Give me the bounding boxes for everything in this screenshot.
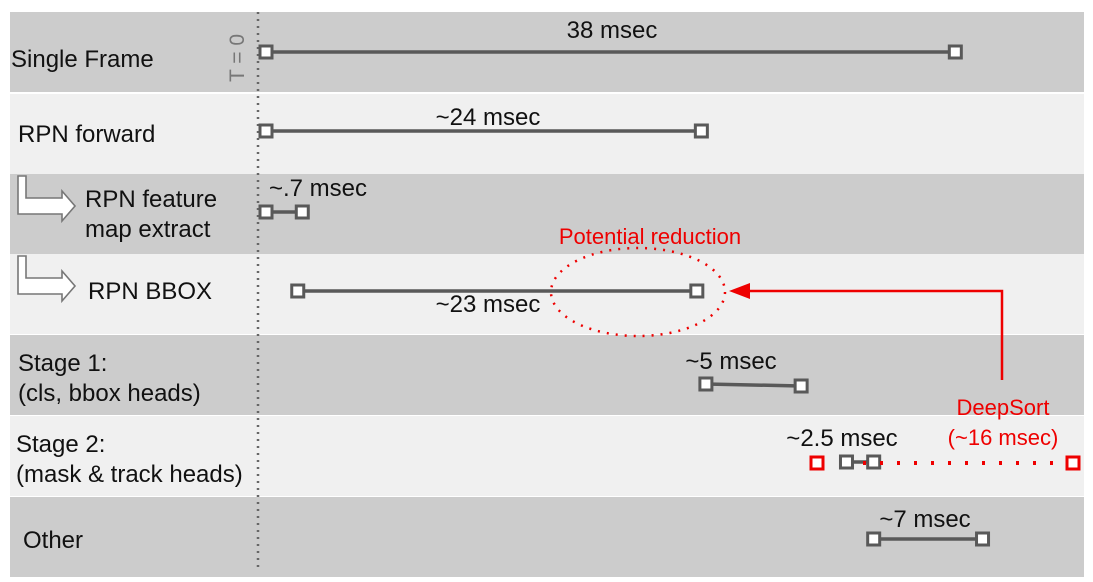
row-label-stage-2: (mask & track heads) [16, 461, 243, 488]
deepsort-label: DeepSort [957, 395, 1050, 420]
row-label-rpn-feature-map-extract: map extract [85, 216, 211, 243]
annotations: Potential reduction DeepSort (~16 msec) [549, 224, 1081, 471]
row-band-rpn-bbox [10, 254, 1084, 334]
timing-label-rpn-bbox: ~23 msec [436, 291, 541, 318]
row-label-rpn-feature-map-extract: RPN feature [85, 186, 217, 213]
row-label-stage-1: Stage 1: [18, 350, 107, 377]
end-marker-rpn-forward [693, 123, 709, 139]
end-marker-other [975, 531, 991, 547]
start-marker-rpn-feature-map-extract [258, 204, 274, 220]
timing-label-stage-2: ~2.5 msec [786, 425, 897, 452]
row-label-stage-1: (cls, bbox heads) [18, 380, 201, 407]
timing-label-rpn-forward: ~24 msec [436, 104, 541, 131]
timing-bars: 38 msec ~24 msec ~.7 msec ~23 msec ~5 msec ~2… [258, 17, 991, 547]
row-band-rpn-forward [10, 94, 1084, 174]
timing-label-stage-1: ~5 msec [685, 348, 776, 375]
deepsort-timing-label: (~16 msec) [948, 425, 1059, 450]
deepsort-arrow-line [748, 289, 1004, 380]
start-marker-other [866, 531, 882, 547]
start-marker-single-frame [258, 44, 274, 60]
row-labels: Single Frame RPN forward RPN feature map ex… [11, 46, 243, 554]
t-zero-label: T = 0 [226, 34, 249, 82]
row-label-stage-2: Stage 2: [16, 431, 105, 458]
timing-label-other: ~7 msec [879, 506, 970, 533]
deepsort-end-marker [1065, 455, 1081, 471]
row-label-single-frame: Single Frame [11, 46, 154, 73]
arrow-head-icon [729, 283, 750, 299]
substep-arrow-icon [17, 175, 77, 224]
start-marker-stage-2 [838, 454, 854, 470]
start-marker-rpn-forward [258, 123, 274, 139]
start-marker-rpn-bbox [290, 283, 306, 299]
end-marker-stage-2 [866, 454, 882, 470]
deepsort-start-marker [809, 455, 825, 471]
end-marker-stage-1 [793, 378, 809, 394]
potential-reduction-ellipse [549, 246, 727, 338]
timing-label-rpn-feature-map-extract: ~.7 msec [269, 175, 367, 202]
potential-reduction-label: Potential reduction [559, 224, 741, 249]
timing-label-single-frame: 38 msec [567, 17, 658, 44]
row-band-stage-1 [10, 335, 1084, 415]
row-band-rpn-feature-map-extract [10, 174, 1084, 254]
row-band-other [10, 497, 1084, 577]
row-band-stage-2 [10, 416, 1084, 496]
timing-bar-stage-1 [705, 382, 802, 388]
end-marker-rpn-bbox [689, 283, 705, 299]
end-marker-single-frame [947, 44, 963, 60]
start-marker-stage-1 [698, 376, 714, 392]
row-label-rpn-bbox: RPN BBOX [88, 278, 212, 305]
row-label-rpn-forward: RPN forward [18, 121, 155, 148]
row-label-other: Other [23, 527, 83, 554]
end-marker-rpn-feature-map-extract [294, 204, 310, 220]
substep-arrow-icon [17, 255, 77, 304]
row-bands [10, 12, 1084, 577]
